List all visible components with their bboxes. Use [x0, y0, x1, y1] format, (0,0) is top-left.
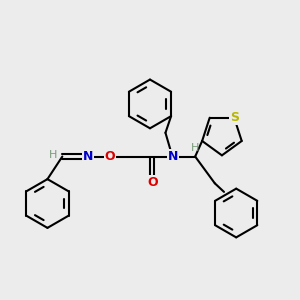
Text: N: N [83, 150, 93, 163]
Text: H: H [190, 143, 199, 153]
Text: O: O [147, 176, 158, 189]
Text: N: N [168, 150, 178, 163]
Text: S: S [230, 111, 239, 124]
Text: O: O [105, 150, 115, 163]
Text: H: H [49, 150, 57, 160]
